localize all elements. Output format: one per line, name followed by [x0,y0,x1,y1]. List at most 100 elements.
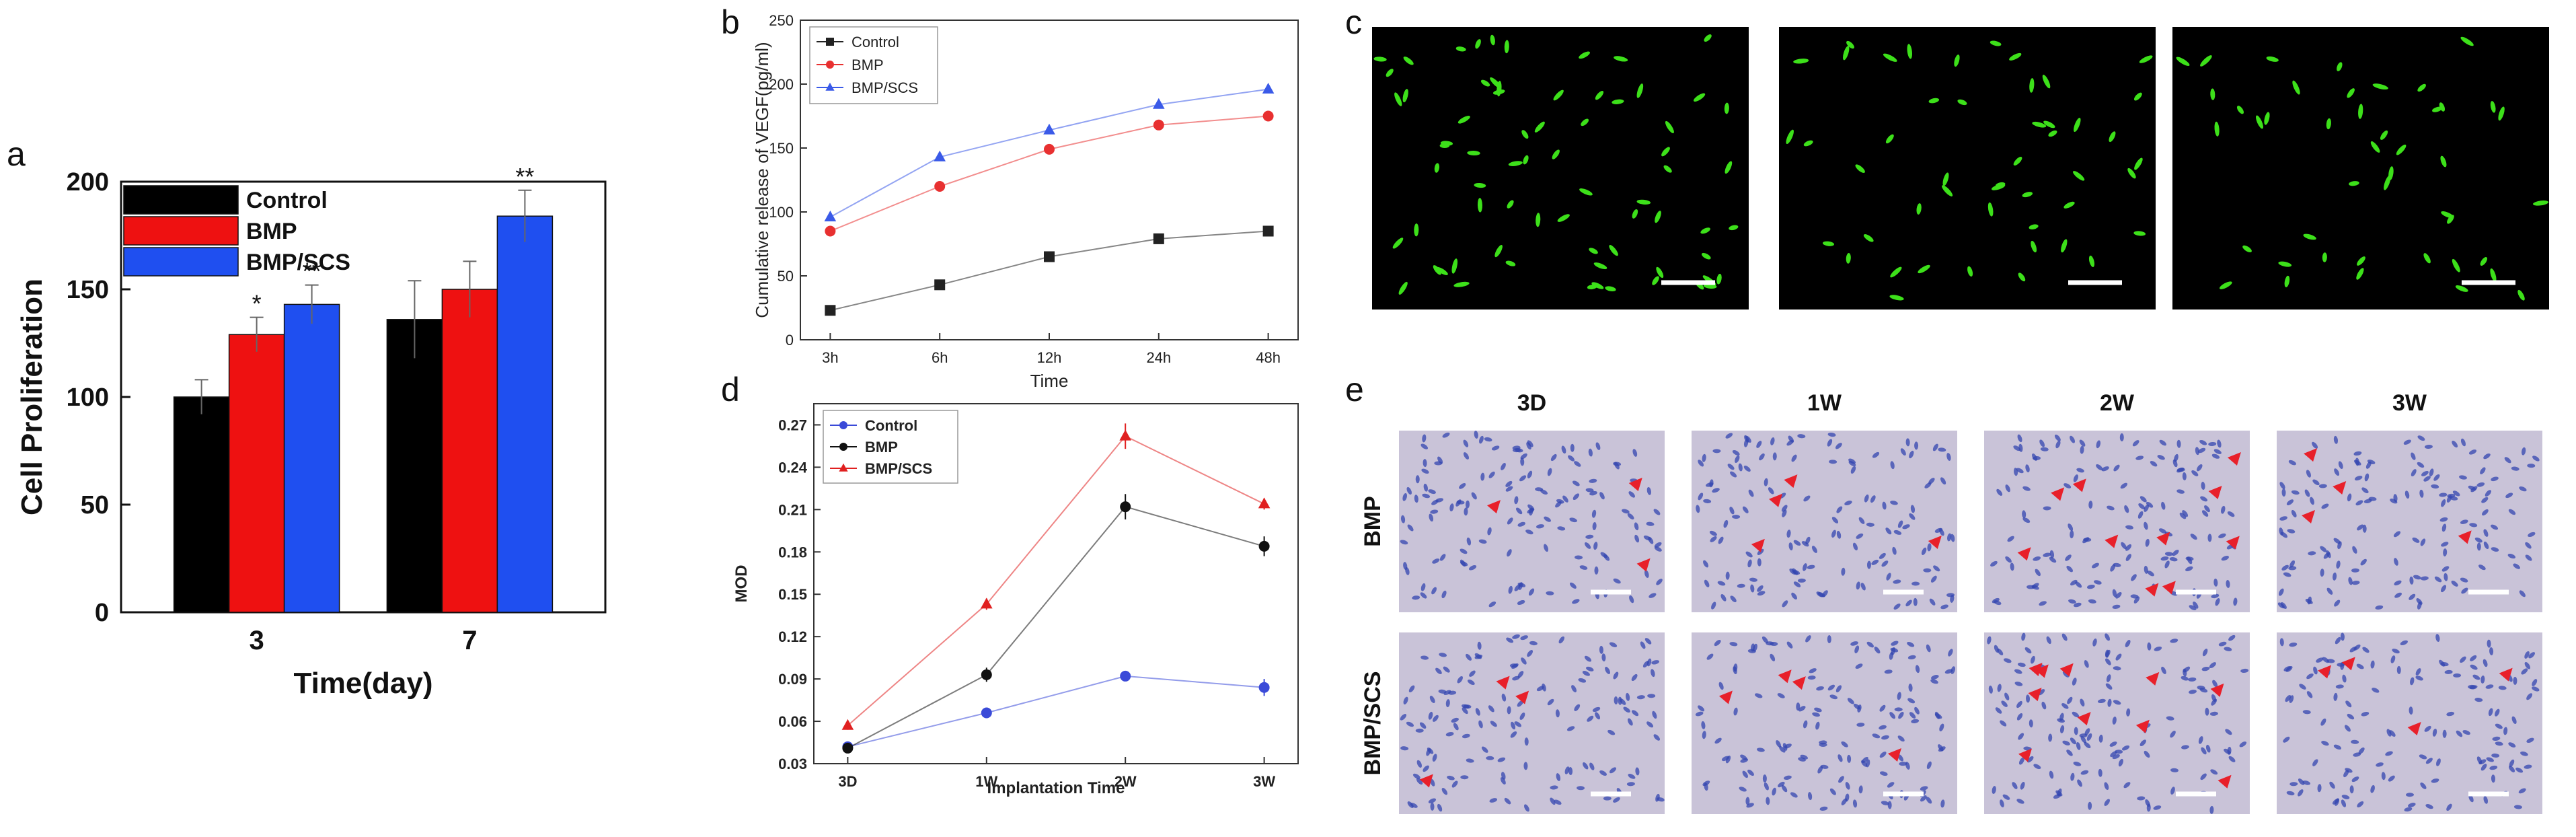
cell [2357,256,2365,266]
cell [2042,75,2051,89]
nucleus [2460,438,2466,447]
nucleus [2485,490,2491,497]
nucleus [1428,489,1436,495]
nucleus [2026,585,2035,589]
chart-a: 0 50 100 150 200 Cell Proliferation Time(day) 3… [15,163,607,700]
y-tick-label: 100 [67,384,109,412]
nucleus [1887,801,1892,809]
nucleus [1569,517,1577,523]
nucleus [2411,452,2416,460]
nucleus [1866,522,1874,527]
nucleus [2195,447,2200,456]
nucleus [2413,575,2421,580]
nucleus [2281,565,2289,571]
cell [1729,225,1739,231]
nucleus [1431,587,1437,595]
nucleus [1850,641,1858,646]
nucleus [1651,660,1660,665]
nucleus [2144,750,2150,758]
nucleus [2435,634,2440,643]
y-tick-label: 150 [67,276,109,304]
nucleus [2005,556,2012,563]
nucleus [1950,666,1956,674]
nucleus [1514,496,1519,505]
nucleus [2351,568,2359,573]
nucleus [1732,449,1740,456]
nucleus [2076,742,2081,750]
y-axis-label: MOD [732,565,751,603]
nucleus [1757,585,1764,592]
legend-swatch [123,185,239,215]
nucleus [2354,476,2363,481]
cell [1536,213,1541,227]
nucleus [1635,767,1640,776]
cell [2032,121,2047,128]
nucleus [1420,443,1429,449]
arrow-marker [1628,478,1642,492]
nucleus [1746,803,1754,808]
nucleus [1428,711,1433,720]
nucleus [2298,778,2305,785]
arrow-marker [1486,500,1501,514]
data-point [1262,110,1274,122]
x-axis-label: Implantation Time [987,779,1125,797]
legend-label: BMP [246,219,297,244]
nucleus [2513,563,2520,569]
nucleus [2425,758,2433,764]
nucleus [2227,511,2235,517]
nucleus [2357,801,2364,807]
nucleus [1886,573,1891,581]
nucleus [2385,751,2393,756]
cell [2236,106,2244,114]
nucleus [1618,696,1622,705]
arrow-marker [1515,690,1529,704]
image-background [1984,431,2250,612]
nucleus [2394,558,2398,566]
nucleus [1613,578,1621,584]
nucleus [1474,431,1478,439]
nucleus [2017,434,2022,443]
arrow-marker [2029,662,2043,676]
cell [1636,199,1651,205]
nucleus [2189,690,2197,694]
nucleus [1407,801,1414,808]
nucleus [2452,490,2460,497]
nucleus [1816,591,1824,597]
nucleus [2210,769,2218,775]
legend-marker [826,61,834,69]
nucleus [2320,569,2324,577]
nucleus [1704,579,1710,587]
cell [1591,282,1604,289]
nucleus [2088,501,2093,509]
cell [2432,106,2443,112]
nucleus [1860,583,1866,591]
nucleus [2409,593,2416,600]
nucleus [1524,737,1529,746]
nucleus [2138,503,2146,510]
cell [1508,161,1523,166]
nucleus [2075,581,2082,588]
nucleus [2211,593,2220,599]
nucleus [2012,782,2018,789]
nucleus [1414,495,1418,503]
nucleus [1445,732,1454,737]
cell [1663,165,1672,173]
nucleus [2462,730,2470,735]
nucleus [1443,666,1450,673]
x-tick-label: 48h [1256,349,1281,366]
cell [1579,51,1590,59]
nucleus [1831,517,1839,523]
nucleus [1600,552,1607,558]
nucleus [2233,597,2238,606]
nucleus [2326,587,2333,595]
nucleus [1725,756,1731,764]
nucleus [1777,693,1785,698]
nucleus [2409,706,2413,715]
nucleus [2334,468,2340,476]
nucleus [2289,643,2298,647]
cell [1494,244,1503,258]
data-point [825,305,836,316]
nucleus [1594,566,1599,575]
nucleus [2013,445,2021,451]
nucleus [2073,762,2082,766]
